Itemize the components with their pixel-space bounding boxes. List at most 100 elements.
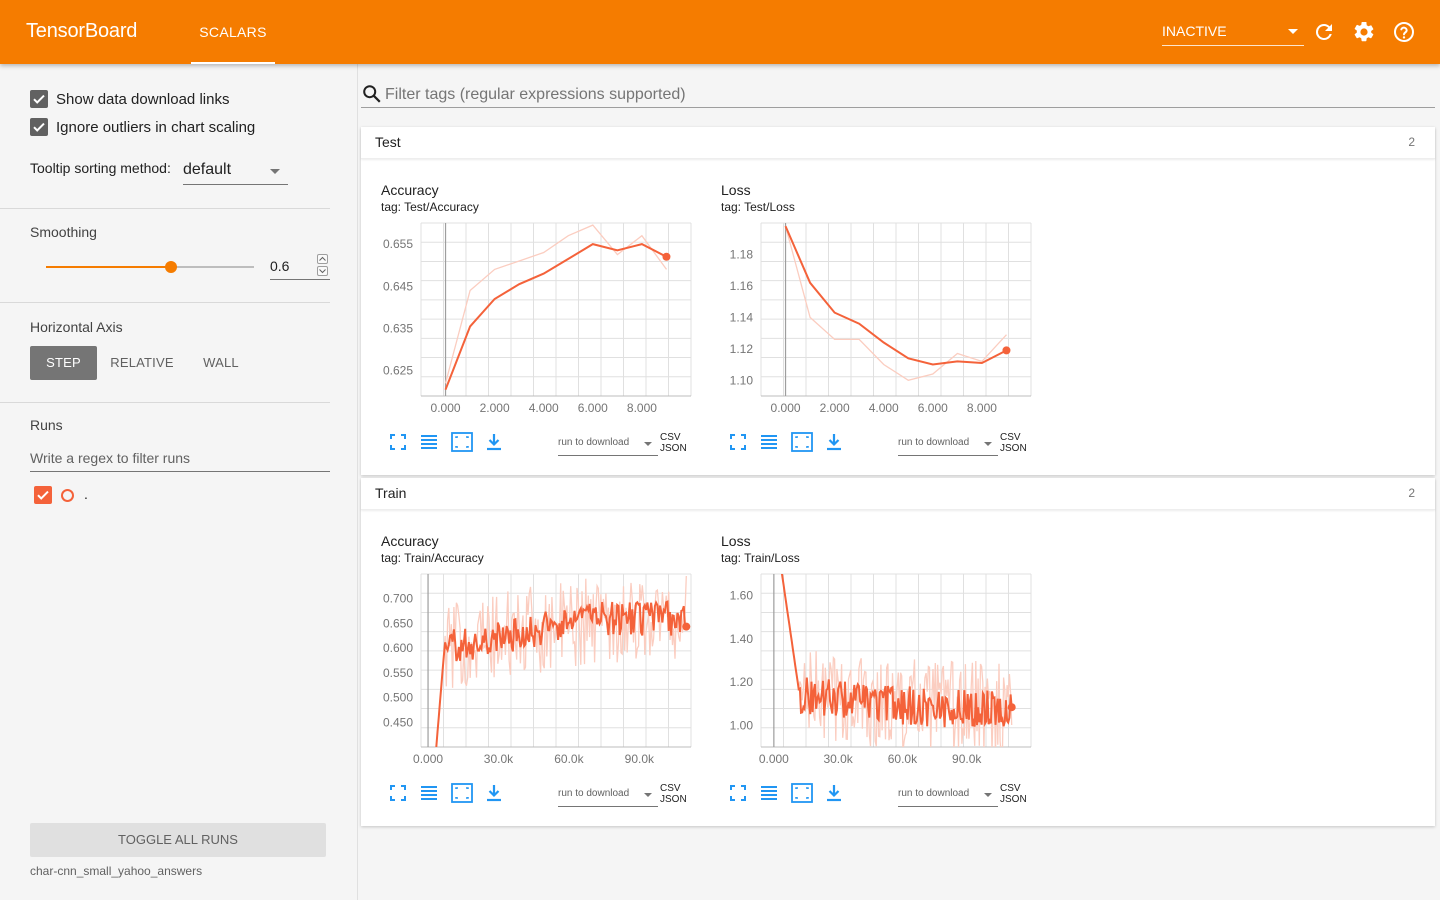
x-tick-label: 0.000 [413, 752, 443, 766]
x-tick-label: 0.000 [431, 401, 461, 415]
csv-download-link[interactable]: CSV [1000, 783, 1021, 794]
toggle-all-runs-button[interactable]: TOGGLE ALL RUNS [30, 823, 326, 857]
fullscreen-icon[interactable] [728, 783, 748, 803]
x-tick-label: 0.000 [759, 752, 789, 766]
group-header[interactable]: Test 2 [361, 127, 1435, 159]
smoothing-value: 0.6 [270, 258, 290, 274]
chart-title: Accuracy [381, 182, 439, 198]
y-tick-label: 1.16 [730, 279, 754, 293]
run-to-download-select[interactable]: run to download [898, 434, 998, 456]
runs-filter-input[interactable]: Write a regex to filter runs [30, 448, 330, 472]
group-count: 2 [1408, 135, 1415, 149]
divider [0, 302, 330, 303]
raw-series-line [781, 574, 1013, 747]
x-tick-label: 6.000 [918, 401, 948, 415]
smoothing-slider-handle[interactable] [165, 261, 177, 273]
chart-tag: tag: Train/Loss [721, 551, 800, 565]
y-tick-label: 0.645 [383, 279, 413, 293]
chart-title: Loss [721, 182, 751, 198]
runs-filter-placeholder: Write a regex to filter runs [30, 450, 191, 466]
chart-tag: tag: Train/Accuracy [381, 551, 484, 565]
axis-wall-button[interactable]: WALL [203, 355, 239, 370]
settings-icon[interactable] [1352, 20, 1376, 44]
tooltip-sorting-value: default [183, 161, 232, 178]
ignore-outliers-label: Ignore outliers in chart scaling [56, 118, 256, 136]
chevron-down-icon [1288, 29, 1298, 34]
spin-up-button[interactable] [317, 254, 328, 264]
fullscreen-icon[interactable] [388, 432, 408, 452]
fit-domain-icon[interactable] [451, 432, 473, 452]
line-chart[interactable]: 0.000 30.0k 60.0k 90.0k 0.450 0.500 0.550 0.600… [361, 569, 701, 779]
axis-relative-button[interactable]: RELATIVE [110, 355, 174, 370]
line-chart[interactable]: 0.000 30.0k 60.0k 90.0k 1.00 1.20 1.40 1.60 [701, 569, 1041, 779]
active-tab-indicator [191, 62, 275, 64]
download-icon[interactable] [824, 783, 844, 803]
y-tick-label: 0.550 [383, 666, 413, 680]
divider [0, 402, 330, 403]
smoothed-series-line [780, 574, 1013, 728]
fit-domain-icon[interactable] [791, 783, 813, 803]
download-icon[interactable] [484, 783, 504, 803]
y-tick-label: 0.500 [383, 691, 413, 705]
tag-filter-placeholder: Filter tags (regular expressions support… [385, 86, 686, 103]
run-to-download-placeholder: run to download [558, 437, 630, 448]
x-tick-label: 2.000 [820, 401, 850, 415]
json-download-link[interactable]: JSON [660, 794, 687, 805]
fit-domain-icon[interactable] [791, 432, 813, 452]
tooltip-sorting-label: Tooltip sorting method: [30, 160, 171, 176]
json-download-link[interactable]: JSON [1000, 443, 1027, 454]
last-point-marker [682, 622, 691, 631]
reload-status-select[interactable]: INACTIVE [1162, 18, 1304, 46]
smoothing-title: Smoothing [30, 224, 97, 240]
run-to-download-select[interactable]: run to download [558, 785, 658, 807]
toggle-log-scale-icon[interactable] [759, 783, 779, 803]
x-tick-label: 30.0k [484, 752, 514, 766]
tooltip-sorting-select[interactable]: default [183, 159, 288, 185]
search-icon [363, 85, 381, 103]
y-tick-label: 1.12 [730, 342, 754, 356]
line-chart[interactable]: 0.000 2.000 4.000 6.000 8.000 1.10 1.12 1.14 1.1… [701, 218, 1041, 428]
chart-tag: tag: Test/Loss [721, 200, 795, 214]
csv-download-link[interactable]: CSV [660, 432, 681, 443]
scalar-card-test-loss: Loss tag: Test/Loss 0.000 2.000 4.000 6.000 8.… [701, 162, 1041, 456]
chevron-down-icon [984, 793, 992, 797]
json-download-link[interactable]: JSON [660, 443, 687, 454]
tab-scalars-label: SCALARS [199, 24, 267, 40]
spin-down-button[interactable] [317, 266, 328, 276]
show-download-links-checkbox[interactable]: Show data download links [30, 89, 229, 109]
fullscreen-icon[interactable] [728, 432, 748, 452]
runs-title: Runs [30, 417, 63, 433]
download-icon[interactable] [824, 432, 844, 452]
x-tick-label: 4.000 [529, 401, 559, 415]
y-tick-label: 1.00 [730, 718, 754, 732]
run-to-download-select[interactable]: run to download [898, 785, 998, 807]
y-tick-label: 1.60 [730, 589, 754, 603]
sidebar: Show data download links Ignore outliers… [0, 64, 358, 900]
toggle-log-scale-icon[interactable] [419, 783, 439, 803]
axis-step-button[interactable]: STEP [30, 346, 97, 380]
line-chart[interactable]: 0.000 2.000 4.000 6.000 8.000 0.625 0.635 0.645… [361, 218, 701, 428]
tag-filter-input[interactable]: Filter tags (regular expressions support… [361, 82, 1435, 108]
fit-domain-icon[interactable] [451, 783, 473, 803]
csv-download-link[interactable]: CSV [1000, 432, 1021, 443]
tab-scalars[interactable]: SCALARS [191, 0, 275, 64]
fullscreen-icon[interactable] [388, 783, 408, 803]
group-header[interactable]: Train 2 [361, 478, 1435, 510]
ignore-outliers-checkbox[interactable]: Ignore outliers in chart scaling [30, 117, 255, 137]
toggle-log-scale-icon[interactable] [419, 432, 439, 452]
json-download-link[interactable]: JSON [1000, 794, 1027, 805]
run-to-download-select[interactable]: run to download [558, 434, 658, 456]
help-icon[interactable] [1392, 20, 1416, 44]
smoothing-input[interactable]: 0.6 [270, 252, 330, 280]
y-tick-label: 0.635 [383, 321, 413, 335]
run-checkbox[interactable] [34, 486, 52, 504]
group-title: Test [375, 134, 401, 150]
csv-download-link[interactable]: CSV [660, 783, 681, 794]
refresh-icon[interactable] [1312, 20, 1336, 44]
toggle-log-scale-icon[interactable] [759, 432, 779, 452]
run-color-radio[interactable] [61, 489, 74, 502]
group-title: Train [375, 485, 407, 501]
download-links: CSV JSON [1000, 432, 1041, 454]
download-icon[interactable] [484, 432, 504, 452]
y-tick-label: 1.10 [730, 373, 754, 387]
